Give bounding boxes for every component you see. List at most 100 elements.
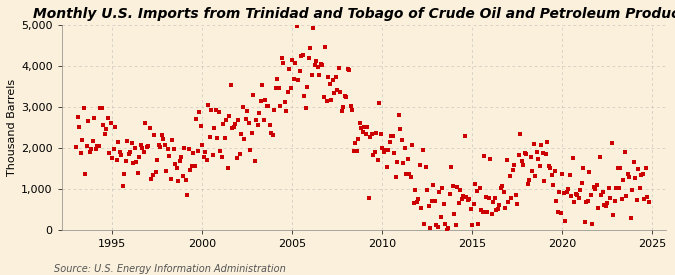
Point xyxy=(536,143,547,147)
Point xyxy=(516,158,527,163)
Point xyxy=(92,144,103,148)
Point xyxy=(381,164,392,169)
Point xyxy=(259,118,269,122)
Point xyxy=(464,197,475,202)
Text: Source: U.S. Energy Information Administration: Source: U.S. Energy Information Administ… xyxy=(54,264,286,274)
Point xyxy=(237,105,248,109)
Point xyxy=(420,164,431,169)
Point xyxy=(174,159,185,164)
Point xyxy=(137,145,148,150)
Point xyxy=(410,187,421,192)
Point xyxy=(288,77,299,81)
Point xyxy=(435,215,446,219)
Point xyxy=(506,196,516,200)
Point xyxy=(474,186,485,191)
Point xyxy=(330,75,341,79)
Point xyxy=(222,166,233,170)
Point xyxy=(281,109,292,114)
Point xyxy=(428,183,439,187)
Point xyxy=(75,151,86,155)
Point xyxy=(198,155,209,160)
Point xyxy=(573,196,584,200)
Point xyxy=(131,160,142,164)
Point xyxy=(483,196,494,201)
Point xyxy=(466,223,477,227)
Point xyxy=(189,164,200,168)
Point xyxy=(352,136,363,141)
Point xyxy=(185,168,196,172)
Point xyxy=(264,123,275,128)
Point xyxy=(406,143,417,147)
Point xyxy=(239,137,250,142)
Point xyxy=(568,200,579,205)
Point xyxy=(182,192,192,197)
Point xyxy=(519,151,530,155)
Point xyxy=(90,147,101,151)
Point xyxy=(81,144,92,148)
Point xyxy=(215,149,225,154)
Point xyxy=(379,147,390,152)
Point xyxy=(162,147,173,151)
Point xyxy=(134,155,144,159)
Point xyxy=(299,94,310,99)
Point xyxy=(455,188,466,192)
Point xyxy=(186,164,197,168)
Point xyxy=(437,186,448,190)
Point xyxy=(593,206,603,210)
Point xyxy=(300,106,311,110)
Point xyxy=(142,144,153,148)
Point xyxy=(369,150,380,155)
Point xyxy=(88,116,99,120)
Point xyxy=(452,185,462,189)
Point xyxy=(495,186,506,190)
Point xyxy=(570,192,581,196)
Point xyxy=(510,193,521,197)
Point xyxy=(347,108,358,112)
Point xyxy=(489,196,500,200)
Point xyxy=(297,53,308,57)
Point xyxy=(113,139,124,144)
Point xyxy=(183,147,194,152)
Point xyxy=(321,98,332,103)
Point xyxy=(597,190,608,194)
Point xyxy=(279,100,290,104)
Point xyxy=(500,205,510,210)
Point xyxy=(576,181,587,185)
Point xyxy=(192,149,203,153)
Point xyxy=(351,149,362,154)
Point xyxy=(447,183,458,188)
Point xyxy=(290,61,300,65)
Point xyxy=(612,166,623,170)
Point xyxy=(273,86,284,90)
Point xyxy=(470,182,481,186)
Point xyxy=(176,155,186,160)
Point xyxy=(497,184,508,189)
Point xyxy=(582,199,593,203)
Point xyxy=(368,153,379,157)
Point xyxy=(179,145,190,150)
Point xyxy=(164,153,175,158)
Point xyxy=(549,169,560,173)
Point xyxy=(327,78,338,82)
Point xyxy=(122,138,132,143)
Point xyxy=(246,131,257,135)
Point xyxy=(477,210,488,214)
Point xyxy=(249,158,260,163)
Point xyxy=(250,118,261,122)
Point xyxy=(256,83,267,87)
Point xyxy=(304,46,315,50)
Point xyxy=(263,104,273,109)
Point xyxy=(401,171,412,176)
Point xyxy=(99,132,110,136)
Point xyxy=(140,120,151,125)
Point xyxy=(608,213,618,218)
Point xyxy=(396,138,407,142)
Point xyxy=(201,157,212,162)
Point xyxy=(132,171,143,175)
Point xyxy=(147,173,158,177)
Point xyxy=(486,211,497,216)
Point xyxy=(225,82,236,87)
Point xyxy=(245,148,256,152)
Point xyxy=(551,199,562,204)
Point xyxy=(93,144,104,148)
